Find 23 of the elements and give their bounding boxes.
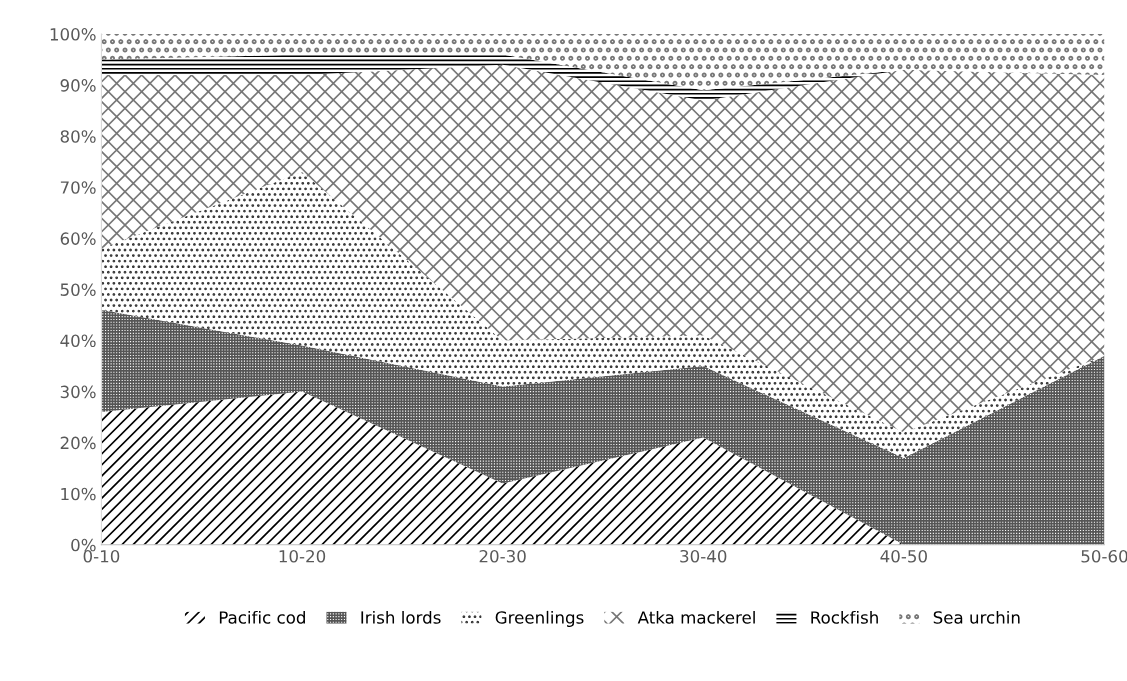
y-tick-label: 30% <box>60 385 96 399</box>
x-tick-label: 50-60 <box>1081 549 1127 563</box>
y-tick-label: 80% <box>60 130 96 143</box>
y-tick-label: 100% <box>50 28 96 41</box>
y-tick-label: 0% <box>71 538 96 552</box>
y-tick-label: 90% <box>60 79 96 92</box>
legend-label: Irish lords <box>361 610 441 624</box>
y-tick-label: 70% <box>60 181 96 194</box>
x-tick-label: 30-40 <box>680 549 727 563</box>
legend-label: Pacific cod <box>219 610 305 624</box>
legend-label: Greenlings <box>495 610 584 628</box>
legend-label: Rockfish <box>811 610 878 624</box>
x-tick-label: 0-10 <box>83 549 120 563</box>
y-tick-label: 20% <box>60 436 96 450</box>
y-tick-label: 60% <box>60 232 96 245</box>
x-tick-label: 10-20 <box>279 549 326 563</box>
x-tick-label: 40-50 <box>880 549 927 563</box>
y-tick-label: 10% <box>61 487 96 501</box>
y-tick-label: 50% <box>60 283 96 296</box>
legend-label: Atka mackerel <box>637 610 755 624</box>
x-tick-label: 20-30 <box>479 549 526 563</box>
legend-label: Sea urchin <box>933 610 1020 624</box>
y-tick-label: 40% <box>60 334 96 348</box>
